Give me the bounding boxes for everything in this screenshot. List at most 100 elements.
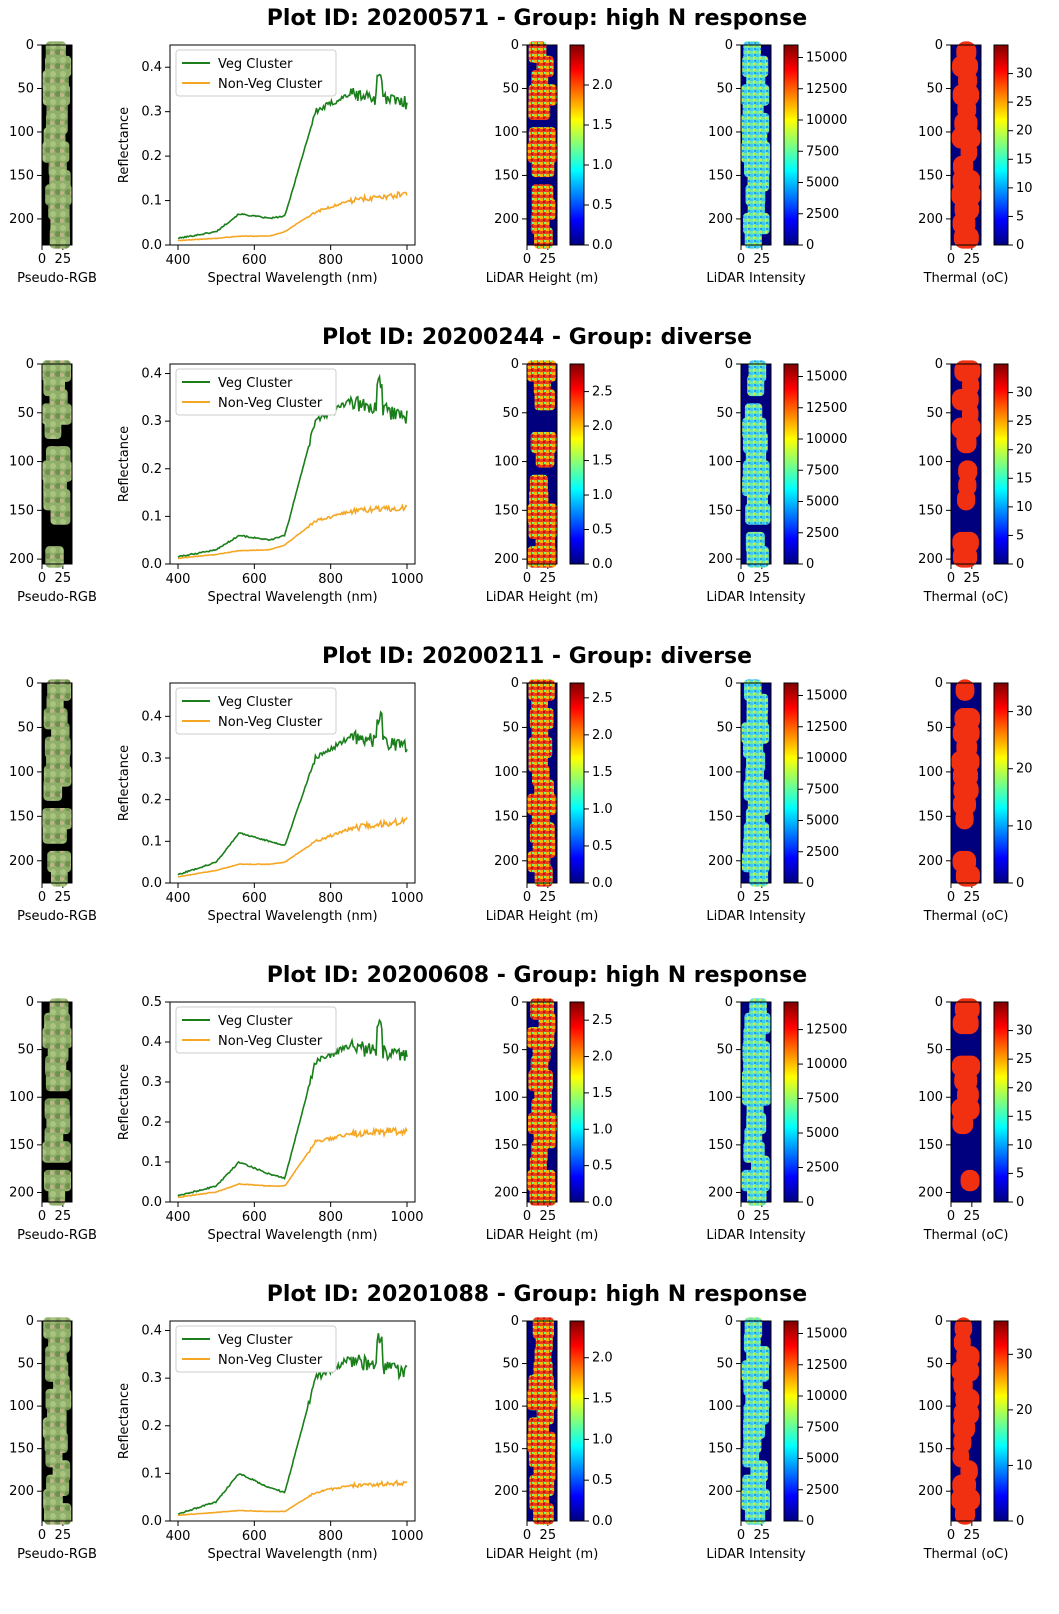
spectrum-legend: Veg Cluster Non-Veg Cluster	[175, 1006, 337, 1054]
y-tick-label: 0	[725, 995, 733, 1010]
colorbar-tick-label: 2500	[806, 1161, 839, 1176]
y-tick-label: 150	[708, 168, 733, 183]
x-tick-label: 0	[523, 1209, 531, 1224]
y-tick-label: 150	[9, 1442, 34, 1457]
y-tick-label: 50	[17, 406, 34, 421]
x-tick-label: 0	[737, 890, 745, 905]
colorbar-tick-label: 5000	[806, 495, 839, 510]
x-tick-label: 0	[38, 252, 46, 267]
legend-veg-label: Veg Cluster	[218, 1333, 293, 1348]
row-title: Plot ID: 20200244 - Group: diverse	[322, 325, 752, 350]
spectrum-y-tick-label: 0.3	[141, 1075, 162, 1090]
thermal-canopy-patch	[957, 489, 976, 511]
y-tick-label: 50	[17, 720, 34, 735]
spectrum-y-tick-label: 0.1	[141, 1466, 162, 1481]
thermal-canopy-patch	[955, 808, 974, 830]
intensity-canopy-patch	[747, 374, 765, 397]
colorbar-tick-label: 0.0	[592, 238, 613, 253]
spectrum-x-tick-label: 400	[166, 253, 191, 268]
spectrum-y-tick-label: 0.0	[141, 1514, 162, 1529]
colorbar-tick-label: 7500	[806, 463, 839, 478]
colorbar-tick-label: 1.0	[592, 488, 613, 503]
x-tick-label: 25	[55, 1528, 72, 1543]
spectrum-x-tick-label: 600	[242, 1529, 267, 1544]
thermal-frame	[950, 682, 982, 884]
y-tick-label: 150	[494, 503, 519, 518]
colorbar-tick-label: 0.5	[592, 198, 613, 213]
colorbar-tick-label: 0.5	[592, 523, 613, 538]
y-tick-label: 150	[918, 1138, 943, 1153]
spectrum-y-tick-label: 0.4	[141, 60, 162, 75]
y-tick-label: 100	[9, 1399, 34, 1414]
spectrum-x-tick-label: 800	[318, 1210, 343, 1225]
x-tick-label: 0	[523, 1528, 531, 1543]
y-tick-label: 50	[502, 720, 519, 735]
intensity-colorbar	[783, 1001, 799, 1203]
y-tick-label: 200	[9, 1484, 34, 1499]
spectrum-x-label: Spectral Wavelength (nm)	[207, 909, 377, 924]
spectrum-x-label: Spectral Wavelength (nm)	[207, 590, 377, 605]
y-tick-label: 0	[725, 1314, 733, 1329]
colorbar-tick-label: 20	[1016, 762, 1033, 777]
y-tick-label: 100	[9, 455, 34, 470]
y-tick-label: 200	[9, 552, 34, 567]
rgb-label: Pseudo-RGB	[17, 590, 97, 605]
height-canopy-patch	[534, 865, 553, 887]
veg-cluster-line	[177, 1333, 408, 1515]
x-tick-label: 25	[55, 890, 72, 905]
thermal-frame	[950, 363, 982, 565]
x-tick-label: 0	[38, 571, 46, 586]
y-tick-label: 100	[918, 765, 943, 780]
intensity-label: LiDAR Intensity	[706, 271, 806, 286]
colorbar-tick-label: 5000	[806, 814, 839, 829]
colorbar-tick-label: 15000	[806, 370, 847, 385]
colorbar-tick-label: 0.5	[592, 1473, 613, 1488]
x-tick-label: 25	[754, 1528, 771, 1543]
y-tick-label: 0	[26, 357, 34, 372]
spectrum-x-tick-label: 400	[166, 572, 191, 587]
colorbar-tick-label: 0	[1016, 238, 1024, 253]
row-20200608: Plot ID: 20200608 - Group: high N respon…	[9, 963, 1032, 1243]
x-tick-label: 0	[737, 571, 745, 586]
y-tick-label: 200	[708, 1484, 733, 1499]
intensity-frame	[740, 44, 772, 246]
colorbar-tick-label: 12500	[806, 1358, 847, 1373]
y-tick-label: 200	[708, 1185, 733, 1200]
spectrum-y-label: Reflectance	[117, 1064, 132, 1140]
x-tick-label: 0	[523, 571, 531, 586]
y-tick-label: 150	[708, 1442, 733, 1457]
non-veg-cluster-line	[177, 816, 408, 878]
thermal-canopy-patch	[953, 227, 979, 249]
height-canopy-patch	[527, 546, 557, 568]
row-title: Plot ID: 20201088 - Group: high N respon…	[267, 1282, 807, 1307]
x-tick-label: 25	[540, 571, 557, 586]
veg-cluster-line	[177, 373, 408, 558]
x-tick-label: 0	[947, 890, 955, 905]
y-tick-label: 200	[918, 212, 943, 227]
colorbar-tick-label: 0	[806, 1195, 814, 1210]
legend-box	[175, 1006, 337, 1054]
spectrum-x-tick-label: 800	[318, 572, 343, 587]
y-tick-label: 100	[918, 1090, 943, 1105]
x-tick-label: 25	[540, 1209, 557, 1224]
intensity-canopy-patch	[744, 1503, 766, 1525]
y-tick-label: 100	[708, 1090, 733, 1105]
x-tick-label: 0	[737, 1528, 745, 1543]
y-tick-label: 200	[494, 212, 519, 227]
y-tick-label: 150	[708, 503, 733, 518]
intensity-canopy-patch	[746, 546, 769, 568]
spectrum-x-tick-label: 1000	[390, 1210, 423, 1225]
y-tick-label: 100	[918, 125, 943, 140]
rgb-canopy-patch	[42, 822, 67, 844]
colorbar-tick-label: 15	[1016, 471, 1033, 486]
y-tick-label: 50	[716, 1357, 733, 1372]
thermal-canopy-patch	[955, 865, 980, 887]
spectrum-y-label: Reflectance	[117, 745, 132, 821]
y-tick-label: 150	[9, 1138, 34, 1153]
rgb-frame	[41, 682, 73, 884]
spectrum-y-tick-label: 0.2	[141, 1419, 162, 1434]
height-colorbar	[569, 1320, 585, 1522]
intensity-frame	[740, 682, 772, 884]
row-20200211: Plot ID: 20200211 - Group: diverse050100…	[9, 644, 1032, 924]
intensity-label: LiDAR Intensity	[706, 1547, 806, 1562]
